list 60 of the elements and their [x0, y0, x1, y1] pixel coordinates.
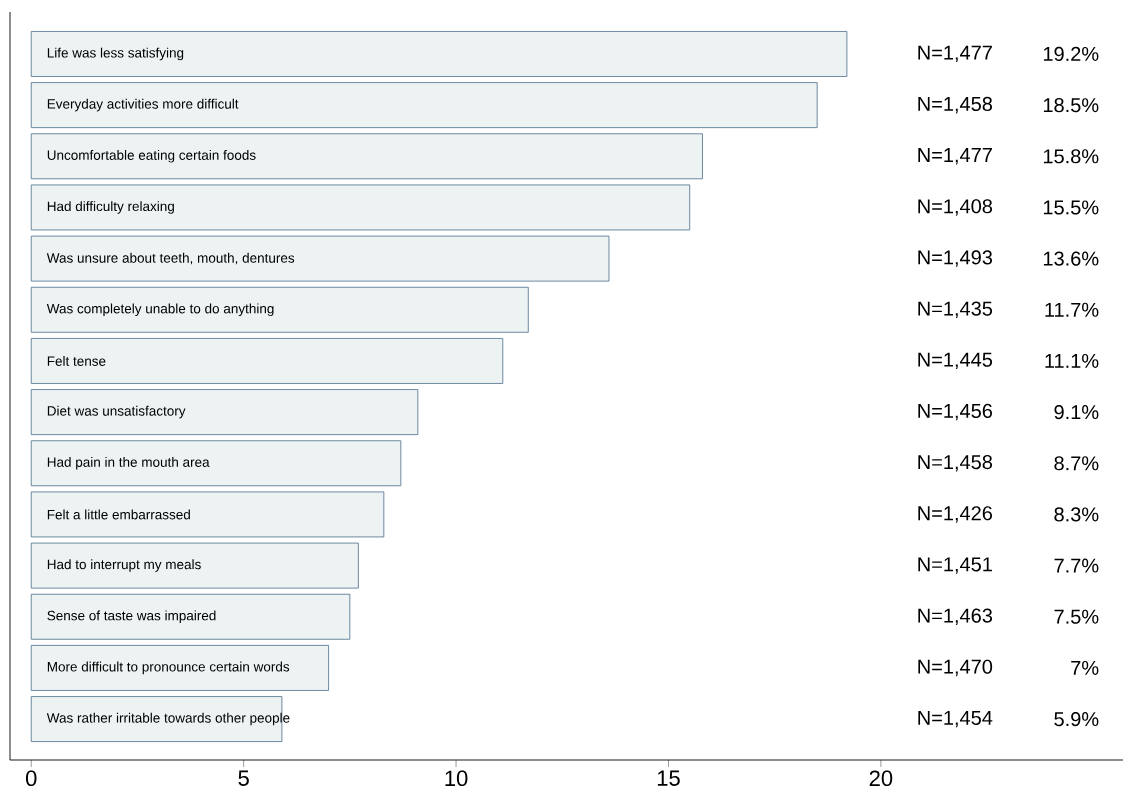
data-label: 7.5% [1054, 609, 1099, 624]
bar [30, 133, 703, 180]
y-tick-label: Had to interrupt my meals [47, 559, 201, 572]
data-label: 11.7% [1045, 302, 1099, 317]
annotation: N=1,451 [918, 557, 992, 574]
data-label: 7% [1071, 660, 1099, 675]
y-tick-label: Life was less satisfying [47, 47, 184, 61]
annotation: N=1,458 [918, 455, 993, 472]
data-label: 19.2% [1043, 46, 1099, 62]
data-label: 13.6% [1043, 251, 1099, 266]
annotation: N=1,463 [918, 608, 993, 626]
data-label: 8.3% [1054, 507, 1099, 522]
annotation: N=1,477 [918, 148, 992, 165]
annotation: N=1,493 [918, 250, 993, 267]
y-tick-label: Felt tense [47, 355, 106, 366]
bar [30, 338, 504, 384]
bar [30, 31, 848, 77]
data-label: 9.1% [1054, 405, 1099, 420]
y-tick-label: Was completely unable to do anything [46, 303, 274, 317]
y-tick-label: Was rather irritable towards other people [46, 712, 290, 726]
data-label: 15.5% [1043, 200, 1099, 215]
annotation: N=1,426 [918, 506, 993, 523]
y-tick-label: Everyday activities more difficult [47, 98, 239, 112]
bar [30, 440, 402, 487]
annotation: N=1,470 [918, 659, 993, 677]
bar [30, 82, 818, 129]
annotation: N=1,458 [918, 96, 993, 114]
annotation: N=1,435 [918, 301, 993, 319]
bar [30, 184, 691, 231]
y-tick-label: Had difficulty relaxing [47, 201, 174, 214]
x-tick-label: 5 [238, 770, 249, 786]
bar [30, 389, 419, 436]
y-tick-label: Uncomfortable eating certain foods [47, 149, 256, 163]
data-label: 11.1% [1045, 353, 1099, 368]
data-label: 18.5% [1043, 98, 1099, 113]
annotation: N=1,454 [918, 710, 993, 728]
y-tick-label: More difficult to pronounce certain words [47, 661, 290, 675]
data-label: 5.9% [1054, 711, 1099, 727]
y-tick-label: Diet was unsatisfactory [47, 405, 186, 419]
bar [30, 286, 529, 333]
data-label: 8.7% [1054, 456, 1099, 471]
y-tick-label: Was unsure about teeth, mouth, dentures [46, 252, 295, 265]
x-tick-label: 10 [445, 770, 468, 787]
annotation: N=1,408 [918, 199, 993, 216]
data-label: 7.7% [1054, 558, 1099, 573]
bar [30, 645, 330, 691]
x-tick-label: 15 [657, 770, 680, 786]
y-tick-label: Had pain in the mouth area [47, 456, 210, 470]
x-tick-label: 20 [869, 770, 893, 787]
data-label: 15.8% [1043, 149, 1099, 164]
y-tick-label: Felt a little embarrassed [47, 509, 190, 520]
bar [30, 593, 351, 640]
y-tick-label: Sense of taste was impaired [47, 610, 216, 624]
bar [30, 235, 610, 282]
bar [30, 542, 359, 589]
annotation: N=1,456 [918, 403, 993, 421]
annotation: N=1,477 [918, 45, 992, 63]
x-tick-label: 0 [25, 770, 37, 787]
bar [30, 491, 385, 538]
annotation: N=1,445 [918, 352, 993, 370]
